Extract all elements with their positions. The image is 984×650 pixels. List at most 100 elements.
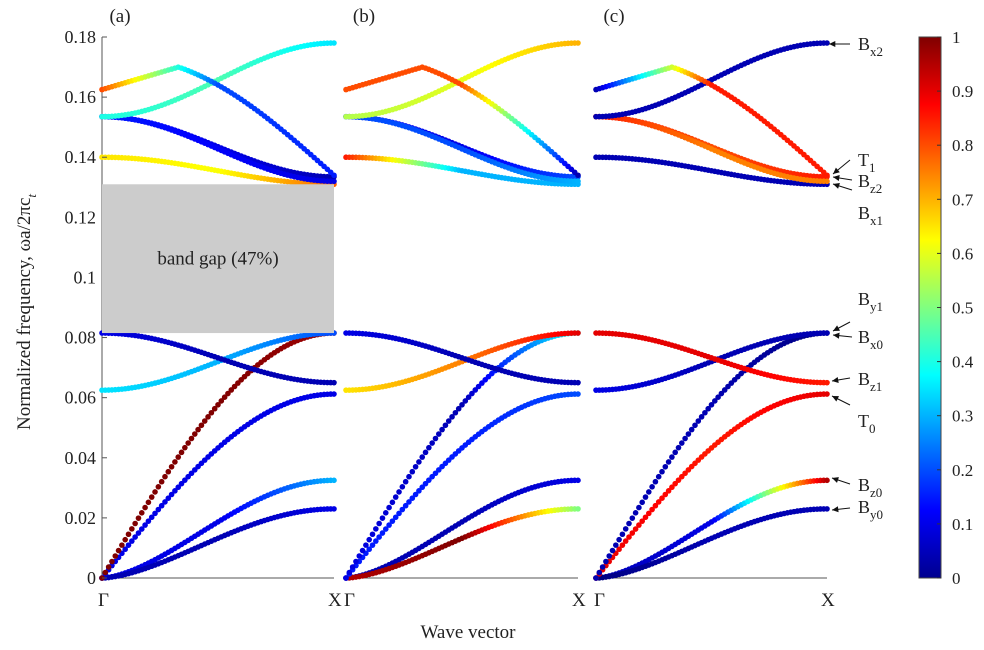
mode-label-text: By1 (858, 289, 883, 314)
band-point (416, 488, 422, 494)
band-point (115, 547, 122, 554)
band-point (469, 390, 475, 397)
colorbar-tick-label: 0.5 (952, 299, 973, 318)
mode-label-sub: z1 (870, 379, 882, 394)
bx1-band (593, 154, 830, 188)
band-point (331, 178, 337, 185)
band-point (142, 522, 148, 528)
panel-label: (c) (603, 6, 624, 27)
bx2-band (99, 40, 337, 120)
mode-label-main: B (858, 289, 870, 309)
band-point (373, 538, 379, 544)
band-point (138, 526, 145, 532)
band-point (125, 531, 132, 538)
x-tick-x: X (821, 590, 835, 611)
band-point (824, 477, 830, 484)
band-point (639, 499, 645, 506)
bx1-band (99, 154, 337, 188)
band-point (158, 478, 165, 485)
band-point (172, 488, 178, 494)
y-tick-label: 0.08 (65, 328, 97, 348)
colorbar-tick-label: 1 (952, 28, 961, 47)
band-gap-region (102, 184, 334, 334)
mode-label-bx0: Bx0 (832, 327, 883, 352)
bx0-band (593, 330, 830, 581)
band-point (636, 504, 642, 511)
colorbar: 0 0.1 0.2 0.3 0.4 0.5 0.6 0.7 0.8 0.9 1 (918, 28, 974, 588)
band-point (575, 40, 581, 46)
y-tick-labels: 0 0.02 0.04 0.06 0.08 0.1 0.12 0.14 0.16 0.18 (65, 27, 107, 588)
bz0-band (99, 477, 337, 581)
t0-band (593, 391, 830, 581)
band-point (386, 504, 392, 511)
band-point (682, 435, 688, 442)
band-point (409, 495, 416, 501)
band-point (382, 526, 389, 532)
mode-label-sub: y1 (870, 299, 883, 314)
band-point (105, 564, 112, 570)
mode-arrow-head (832, 396, 839, 402)
band-point (165, 468, 172, 475)
band-point (356, 553, 363, 559)
band-point (389, 518, 396, 524)
y-axis-title-subscript: t (24, 194, 39, 198)
mode-label-t1: T1 (832, 150, 876, 175)
band-point (646, 510, 652, 517)
band-point (655, 499, 662, 505)
band-point (659, 468, 665, 475)
band-point (119, 542, 125, 548)
mode-label-sub: x1 (870, 213, 883, 228)
mode-label-sub: x2 (870, 44, 883, 59)
band-point (112, 553, 119, 559)
band-point (429, 440, 435, 446)
band-point (399, 506, 406, 513)
band-point (386, 522, 392, 528)
mode-label-by1: By1 (832, 289, 883, 332)
band-point (369, 531, 376, 538)
y-tick-label: 0.04 (65, 448, 97, 468)
mode-arrow-head (833, 167, 840, 174)
band-point (331, 379, 337, 386)
colorbar-tick-labels: 0 0.1 0.2 0.3 0.4 0.5 0.6 0.7 0.8 0.9 1 (937, 28, 974, 588)
band-point (655, 473, 662, 480)
band-point (662, 491, 669, 498)
band-point (155, 506, 162, 513)
band-point (824, 178, 830, 185)
bx1-band (343, 154, 581, 188)
band-point (665, 459, 672, 465)
x-tick-gamma: Γ (98, 590, 109, 611)
band-point (148, 494, 155, 500)
band-point (208, 409, 215, 416)
band-gap-label: band gap (47%) (157, 249, 278, 270)
band-point (629, 530, 636, 536)
band-point (343, 575, 349, 581)
band-point (145, 499, 152, 506)
band-point (148, 514, 155, 521)
band-point (642, 514, 649, 521)
mode-label-bx1: Bx1 (832, 183, 883, 228)
band-point (138, 510, 145, 516)
band-point (406, 473, 412, 480)
bx2-band (593, 40, 830, 120)
band-point (416, 459, 422, 465)
band-point (135, 515, 142, 521)
panel-1: (a) Γ X (98, 6, 342, 611)
band-point (182, 477, 188, 483)
peak-band (99, 64, 337, 179)
mode-label-main: B (858, 203, 870, 223)
x-axis-title: Wave vector (421, 622, 517, 643)
band-point (349, 564, 356, 570)
band-point (669, 484, 675, 491)
band-point (455, 405, 462, 412)
band-point (192, 431, 198, 437)
band-point (426, 444, 432, 451)
mode-label-text: T0 (858, 411, 876, 436)
colorbar-tick-label: 0.6 (952, 244, 973, 263)
band-point (626, 534, 632, 540)
band-point (692, 422, 698, 429)
band-point (613, 542, 619, 548)
band-point (718, 390, 725, 397)
mode-label-sub: z2 (870, 181, 882, 196)
band-point (824, 172, 830, 179)
band-point (178, 480, 185, 487)
